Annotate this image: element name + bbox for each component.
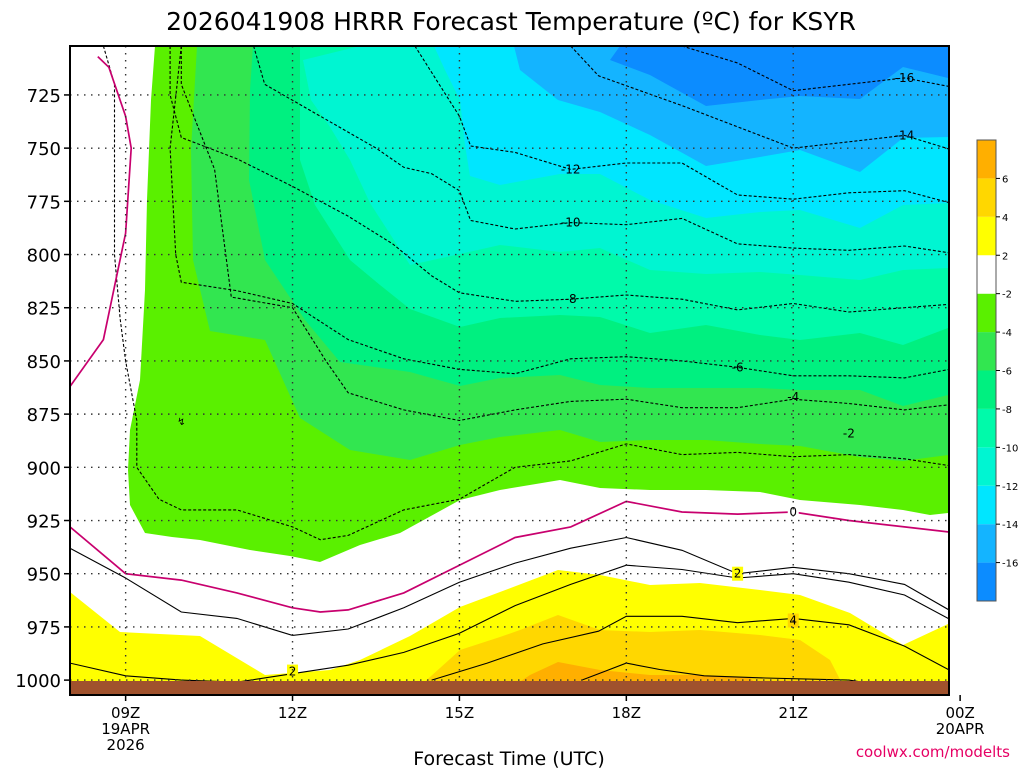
colorbar-tick-label: 6	[1002, 174, 1008, 185]
y-tick-label: 950	[27, 565, 61, 586]
colorbar-swatch	[977, 370, 996, 409]
contour-line-4	[581, 662, 877, 685]
contour-label: 2	[289, 665, 297, 679]
x-tick-label: 19APR	[101, 720, 150, 738]
contour-label: -12	[561, 162, 581, 176]
colorbar-legend: -16 -14 -12 -10 -8 -6 -4 -2 2 4 6	[976, 139, 1018, 602]
colorbar-tick-label: -16	[1002, 559, 1018, 570]
contour-line-4	[431, 615, 949, 681]
colorbar-swatch	[977, 447, 996, 486]
plot-frame	[69, 45, 950, 696]
annotations: ↯	[177, 417, 185, 428]
colorbar-swatch	[977, 293, 996, 333]
y-tick-label: 825	[27, 299, 61, 320]
y-tick-label: 875	[27, 405, 61, 426]
x-tick-label: 09Z	[111, 704, 140, 722]
contour-label-bg	[287, 664, 299, 679]
x-tick-label: 18Z	[612, 704, 641, 722]
plot-area: -16-14-12-10-8-6-4-20242 ↯	[69, 45, 950, 696]
x-tick-label: 15Z	[445, 704, 474, 722]
colorbar-tick-label: -8	[1002, 405, 1012, 416]
contour-line-2	[70, 536, 949, 636]
x-tick-label: 20APR	[936, 720, 985, 738]
annotation-marker: ↯	[177, 417, 185, 428]
y-tick-label: 900	[27, 458, 61, 479]
x-tick-label: 2026	[107, 736, 145, 754]
contour-line-minus-2	[180, 46, 949, 422]
contour-label: -16	[895, 71, 915, 85]
contour-line-minus-14	[570, 46, 949, 150]
colorbar-tick-label: -14	[1002, 520, 1018, 531]
y-tick-label: 725	[27, 86, 61, 107]
x-tick-label: 00Z	[945, 704, 974, 722]
y-tick-label: 775	[27, 192, 61, 213]
contour-label-bg	[732, 566, 744, 581]
contour-label: 2	[734, 567, 742, 581]
x-tick-label: 21Z	[779, 704, 808, 722]
contour-line-minus-10	[253, 46, 949, 254]
x-tick-label: 12Z	[278, 704, 307, 722]
y-tick-label: 800	[27, 246, 61, 267]
contour-line-0	[70, 55, 133, 387]
x-axis-label: Forecast Time (UTC)	[413, 748, 604, 768]
contour-label: -14	[895, 128, 915, 142]
colorbar-swatch	[977, 408, 996, 448]
y-tick-label: 1000	[15, 671, 61, 692]
colorbar-swatch	[977, 255, 996, 294]
contour-label-bg	[787, 505, 799, 520]
contour-label: -2	[843, 426, 855, 440]
colorbar-tick-label: -6	[1002, 367, 1012, 378]
colorbar-swatch	[977, 332, 996, 371]
contour-label: 0	[789, 505, 797, 519]
colorbar-tick-label: -10	[1002, 443, 1018, 454]
contour-label: -6	[732, 360, 744, 374]
contour-line-minus-4	[102, 46, 949, 541]
contour-line-minus-12	[414, 46, 949, 204]
colorbar-swatch	[977, 485, 996, 525]
chart-title: 2026041908 HRRR Forecast Temperature (ºC…	[166, 7, 856, 36]
colorbar-swatch	[977, 562, 996, 601]
colorbar-swatch	[977, 178, 996, 217]
contour-line-minus-8	[169, 46, 949, 313]
colorbar-tick-label: -2	[1002, 290, 1012, 301]
y-tick-label: 850	[27, 352, 61, 373]
contour-line-0	[70, 500, 949, 613]
colorbar-tick-label: -4	[1002, 328, 1012, 339]
contour-lines	[70, 46, 949, 685]
temperature-fill-layers	[70, 46, 949, 695]
y-tick-label: 975	[27, 618, 61, 639]
y-tick-label: 750	[27, 139, 61, 160]
colorbar-swatch	[977, 524, 996, 563]
colorbar-tick-label: 4	[1002, 213, 1008, 224]
y-axis: 725 750 775 800 825 850 875 900 925 950 975 1000	[15, 86, 70, 692]
band-below-16	[610, 46, 948, 106]
colorbar-swatch	[977, 140, 996, 179]
contour-line-minus-6	[169, 46, 949, 379]
band-above-4	[410, 615, 848, 695]
colorbar-tick-label: 2	[1002, 251, 1008, 262]
contour-label: -8	[565, 292, 577, 306]
y-tick-label: 925	[27, 512, 61, 533]
ground-surface	[70, 681, 949, 695]
credit-text: coolwx.com/modelts	[856, 743, 1010, 761]
colorbar-swatch	[977, 216, 996, 256]
contour-label: -10	[561, 216, 581, 230]
colorbar-tick-label: -12	[1002, 482, 1018, 493]
